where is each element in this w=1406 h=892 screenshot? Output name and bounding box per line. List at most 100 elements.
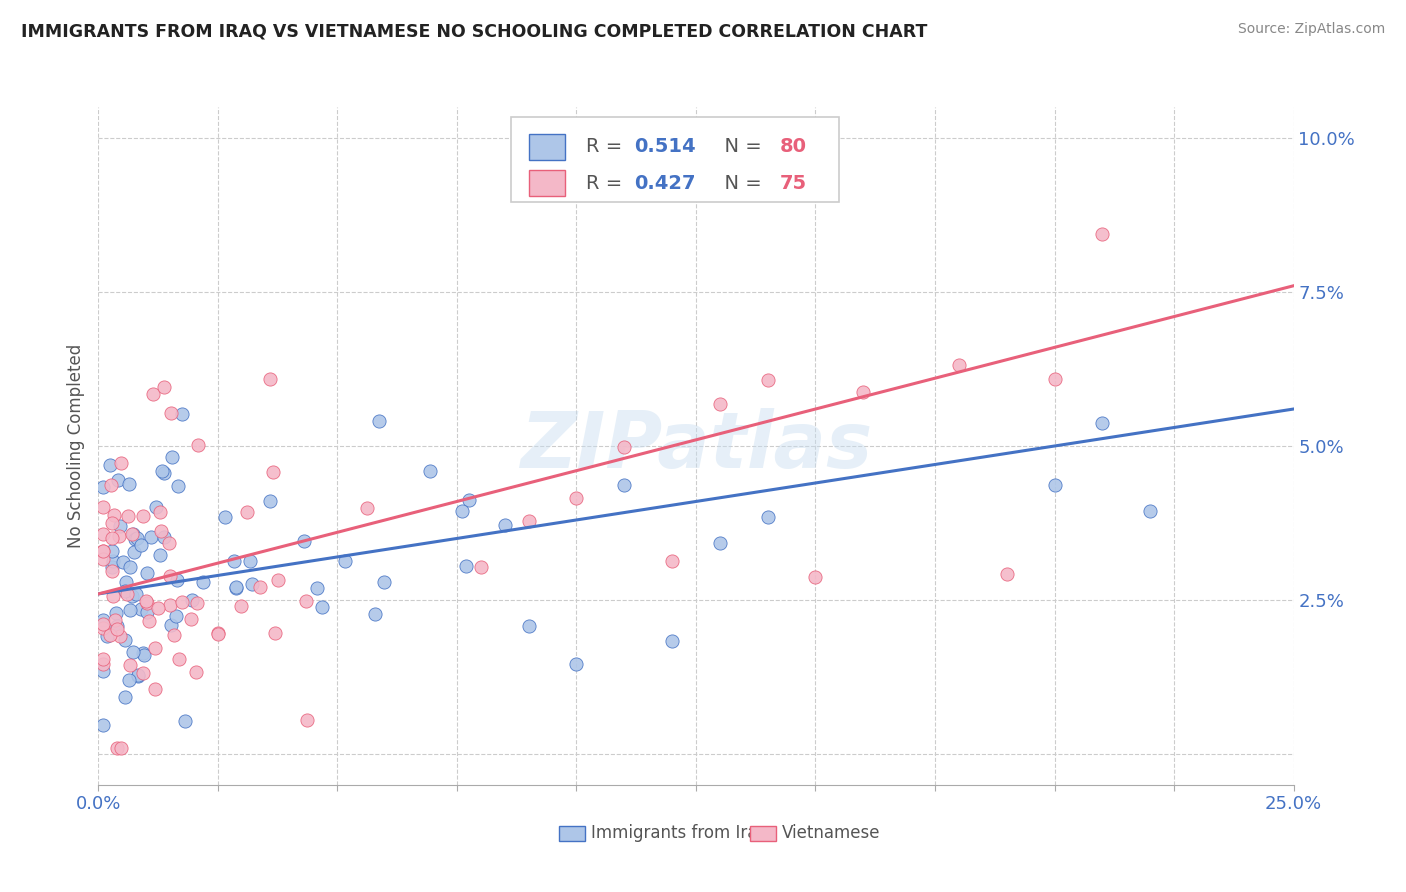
Point [103, 554, 125, 568]
Point [613, 478, 636, 492]
FancyBboxPatch shape [529, 170, 565, 196]
Text: R =: R = [586, 137, 628, 156]
Point [565, 657, 588, 672]
Point [458, 493, 481, 508]
Point [1139, 504, 1161, 518]
Point [98, 458, 121, 472]
Point [121, 527, 143, 541]
Point [91, 657, 114, 672]
Point [165, 608, 187, 623]
Point [995, 567, 1018, 582]
Point [118, 673, 141, 688]
Point [101, 516, 124, 530]
Text: IMMIGRANTS FROM IRAQ VS VIETNAMESE NO SCHOOLING COMPLETED CORRELATION CHART: IMMIGRANTS FROM IRAQ VS VIETNAMESE NO SC… [21, 22, 928, 40]
Point [104, 613, 127, 627]
Point [91, 480, 114, 494]
Point [105, 622, 128, 636]
Point [91, 652, 114, 666]
Point [112, 555, 135, 569]
Point [613, 440, 636, 454]
Point [167, 652, 190, 666]
Point [105, 619, 128, 633]
Point [135, 594, 157, 608]
Point [356, 500, 378, 515]
Point [127, 668, 149, 682]
Point [120, 559, 142, 574]
Point [91, 543, 114, 558]
Point [180, 593, 202, 607]
Point [709, 397, 731, 411]
Point [153, 380, 176, 394]
Point [1091, 227, 1114, 242]
Point [470, 559, 492, 574]
Point [159, 598, 181, 612]
Point [124, 532, 146, 546]
Text: 80: 80 [780, 137, 807, 156]
Point [108, 519, 131, 533]
Point [101, 532, 124, 546]
Point [191, 574, 214, 589]
Point [948, 358, 970, 372]
Point [295, 713, 318, 727]
Point [1043, 372, 1066, 386]
Point [91, 614, 114, 628]
Point [187, 438, 209, 452]
Point [96, 629, 118, 643]
Point [98, 628, 121, 642]
Point [150, 464, 173, 478]
Point [127, 531, 149, 545]
Point [91, 526, 114, 541]
Point [136, 596, 159, 610]
Point [166, 573, 188, 587]
FancyBboxPatch shape [558, 826, 585, 840]
Point [159, 568, 181, 582]
Point [225, 582, 247, 596]
Point [661, 554, 683, 568]
Point [100, 478, 122, 492]
Point [224, 554, 246, 568]
Point [262, 465, 284, 479]
Point [153, 530, 176, 544]
Point [103, 508, 125, 522]
Point [129, 602, 152, 616]
Point [160, 407, 183, 421]
Text: Vietnamese: Vietnamese [782, 824, 880, 842]
Point [184, 665, 207, 680]
FancyBboxPatch shape [510, 117, 839, 202]
Point [122, 545, 145, 559]
Point [1043, 477, 1066, 491]
Point [163, 628, 186, 642]
Text: N =: N = [711, 137, 768, 156]
Point [101, 564, 124, 578]
Point [91, 500, 114, 515]
Point [91, 617, 114, 632]
Point [225, 580, 247, 594]
Point [756, 373, 779, 387]
Point [105, 607, 128, 621]
Point [100, 544, 122, 558]
Point [157, 536, 180, 550]
Point [167, 478, 190, 492]
Point [110, 741, 132, 756]
Point [101, 589, 124, 603]
Text: ZIPatlas: ZIPatlas [520, 408, 872, 484]
Point [804, 570, 827, 584]
Point [517, 514, 540, 528]
Point [121, 589, 143, 603]
Point [127, 669, 149, 683]
Point [661, 633, 683, 648]
Point [107, 473, 129, 487]
Point [207, 627, 229, 641]
Point [373, 574, 395, 589]
Point [91, 552, 114, 566]
Point [264, 625, 287, 640]
Point [118, 657, 141, 672]
Text: 75: 75 [780, 174, 807, 193]
Point [146, 600, 169, 615]
Point [132, 508, 155, 523]
Point [110, 456, 132, 470]
Point [143, 641, 166, 656]
Point [214, 509, 236, 524]
Point [756, 510, 779, 524]
FancyBboxPatch shape [529, 134, 565, 160]
